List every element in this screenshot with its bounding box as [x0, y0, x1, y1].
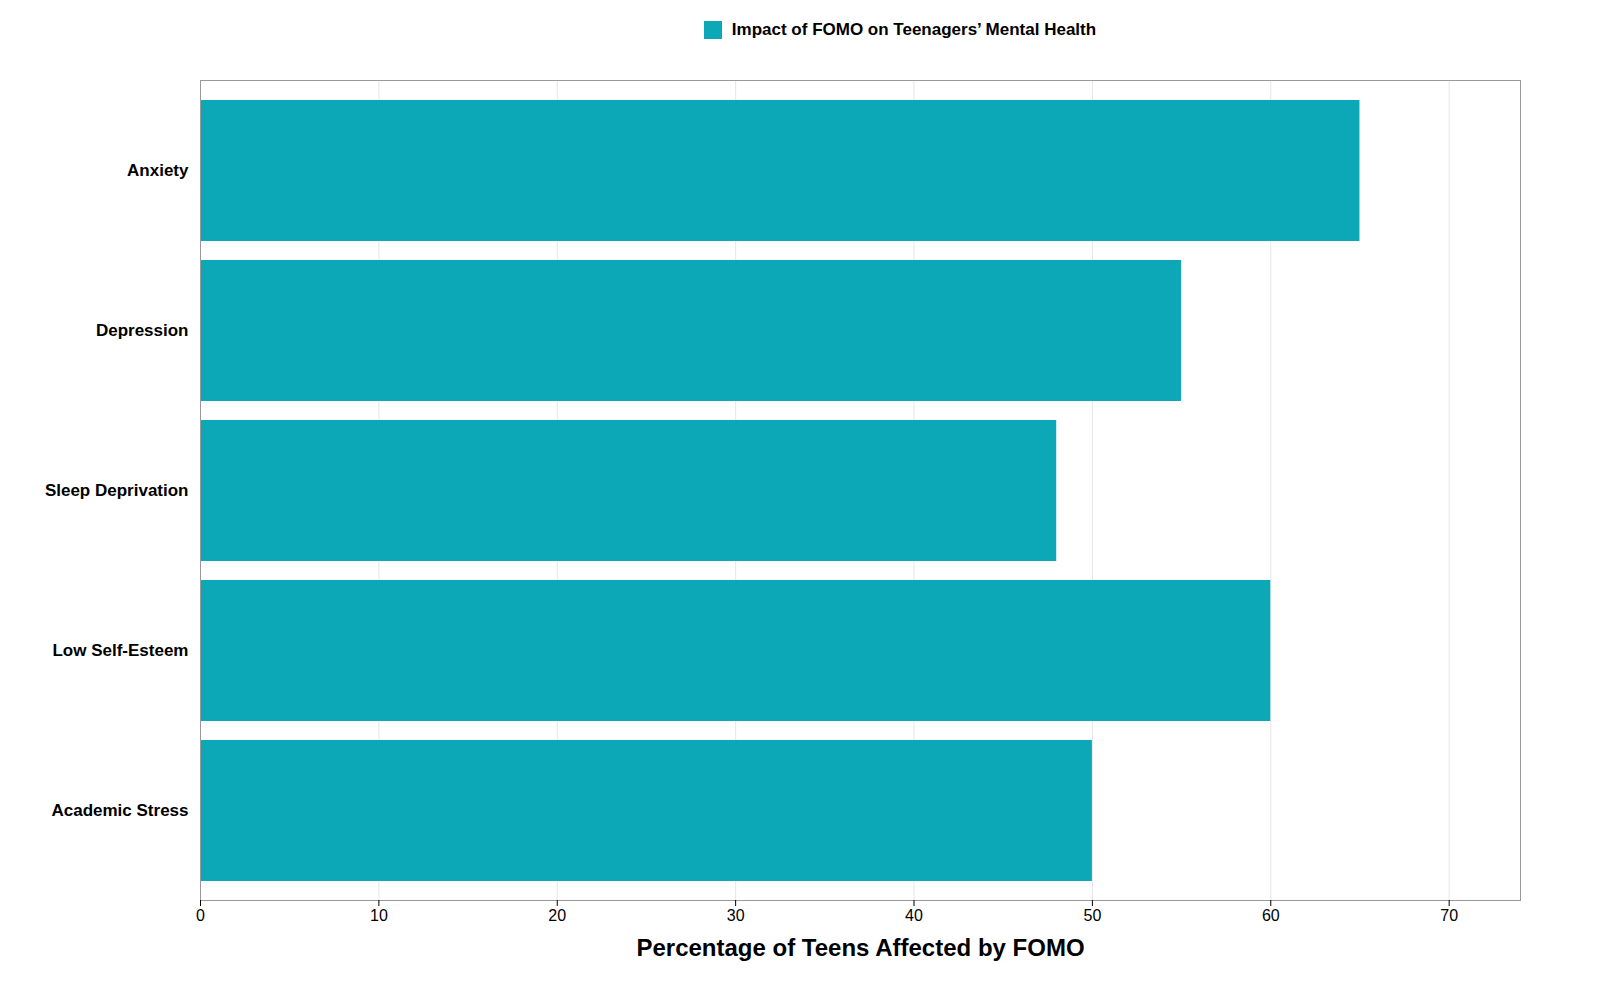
svg-text:40: 40 — [905, 907, 923, 924]
svg-text:50: 50 — [1083, 907, 1101, 924]
svg-text:70: 70 — [1440, 907, 1458, 924]
svg-text:20: 20 — [548, 907, 566, 924]
svg-text:Depression: Depression — [96, 321, 189, 340]
svg-text:Low Self-Esteem: Low Self-Esteem — [52, 641, 188, 660]
svg-text:0: 0 — [196, 907, 205, 924]
html-text:Impact of FOMO on Teenagers’ M: Impact of FOMO on Teenagers’ Mental Heal… — [731, 20, 1097, 39]
svg-text:30: 30 — [727, 907, 745, 924]
svg-text:Sleep Deprivation: Sleep Deprivation — [45, 481, 189, 500]
svg-text:Percentage of Teens Affected b: Percentage of Teens Affected by FOMO — [636, 934, 1084, 961]
svg-text:Academic Stress: Academic Stress — [51, 801, 188, 820]
svg-text:60: 60 — [1262, 907, 1280, 924]
svg-text:Anxiety: Anxiety — [127, 161, 189, 180]
svg-text:10: 10 — [370, 907, 388, 924]
